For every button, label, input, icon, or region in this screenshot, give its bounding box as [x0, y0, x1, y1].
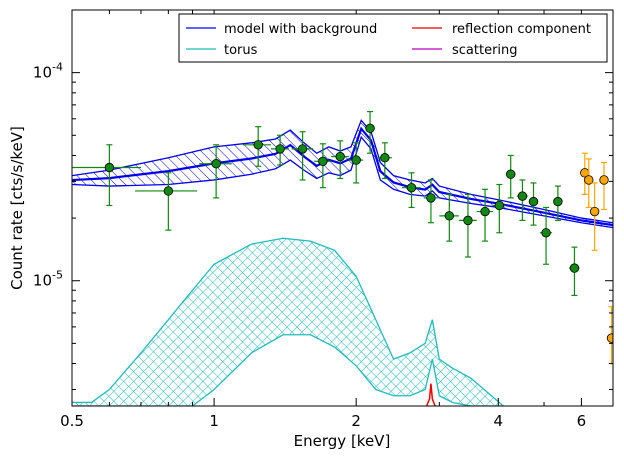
data-point	[458, 193, 477, 258]
data-point	[505, 154, 516, 199]
data-marker	[444, 211, 455, 221]
data-marker	[569, 263, 580, 273]
torus-band-upper-line	[72, 237, 504, 406]
x-tick-label: 4	[494, 412, 504, 430]
torus-band	[72, 237, 504, 406]
data-marker	[318, 156, 328, 166]
data-marker	[480, 206, 490, 217]
data-point	[135, 172, 198, 231]
data-marker	[528, 196, 539, 207]
data-marker	[606, 333, 613, 343]
data-marker	[211, 159, 221, 169]
data-point	[365, 110, 375, 154]
data-marker	[506, 169, 516, 179]
legend: model with background reflection compone…	[178, 13, 608, 63]
data-marker	[380, 153, 390, 163]
data-marker	[517, 191, 528, 201]
x-tick-label: 6	[577, 412, 587, 430]
legend-label-model: model with background	[224, 22, 377, 37]
data-point	[528, 182, 539, 226]
data-point	[72, 144, 141, 207]
data-point	[606, 306, 613, 365]
data-marker	[275, 144, 285, 154]
x-tick-label: 0.5	[60, 412, 84, 430]
y-tick-label: 10	[33, 64, 52, 82]
data-point	[539, 206, 553, 265]
data-marker	[104, 162, 115, 173]
legend-box	[178, 13, 608, 63]
data-point	[271, 134, 289, 166]
data-point	[199, 144, 232, 199]
data-point	[423, 179, 438, 224]
data-point	[493, 183, 506, 234]
model-band	[72, 119, 613, 229]
x-tick-label: 2	[351, 412, 361, 430]
data-point	[476, 188, 494, 242]
data-point	[291, 131, 313, 181]
data-point	[599, 161, 609, 211]
data-marker	[494, 200, 505, 211]
legend-label-scattering: scattering	[452, 43, 518, 58]
data-point	[377, 142, 392, 180]
data-marker	[335, 151, 345, 162]
data-marker	[599, 175, 609, 185]
reflection-line	[425, 383, 436, 406]
data-point	[401, 172, 421, 209]
data-point	[439, 193, 459, 242]
tick-labels: 0.5 1 2 4 610-510-4	[33, 61, 586, 430]
plot-frame	[71, 9, 614, 407]
data-point	[348, 142, 364, 184]
reflection-component	[425, 383, 436, 406]
data-marker	[553, 196, 563, 207]
data-marker	[297, 144, 308, 154]
data-marker	[351, 155, 361, 165]
data-points	[72, 110, 613, 365]
data-marker	[426, 193, 436, 203]
torus-band-fill	[72, 238, 504, 406]
data-marker	[584, 175, 594, 185]
model-best-fit-line	[72, 126, 613, 227]
model-band-lower-line	[72, 135, 613, 229]
data-marker	[253, 140, 263, 150]
x-tick-label: 1	[209, 412, 219, 430]
data-point	[553, 185, 563, 221]
data-point	[589, 182, 600, 251]
data-marker	[365, 123, 375, 134]
data-point	[331, 140, 349, 180]
x-axis-label: Energy [keV]	[294, 432, 391, 450]
data-marker	[163, 186, 174, 196]
torus-band-lower-line	[72, 334, 504, 406]
data-marker	[406, 182, 417, 193]
data-point	[314, 143, 332, 189]
y-tick-exponent: -4	[52, 61, 63, 74]
data-marker	[463, 215, 473, 226]
legend-label-torus: torus	[224, 43, 258, 58]
y-axis-label: Count rate [cts/s/keV]	[8, 126, 26, 290]
y-tick-exponent: -5	[52, 269, 63, 282]
data-marker	[541, 228, 551, 238]
data-point	[242, 126, 272, 167]
y-tick-label: 10	[33, 272, 52, 290]
data-marker	[589, 206, 600, 217]
legend-label-reflection: reflection component	[452, 22, 591, 37]
data-point	[569, 246, 580, 297]
data-point	[584, 158, 594, 209]
data-point	[516, 179, 528, 221]
